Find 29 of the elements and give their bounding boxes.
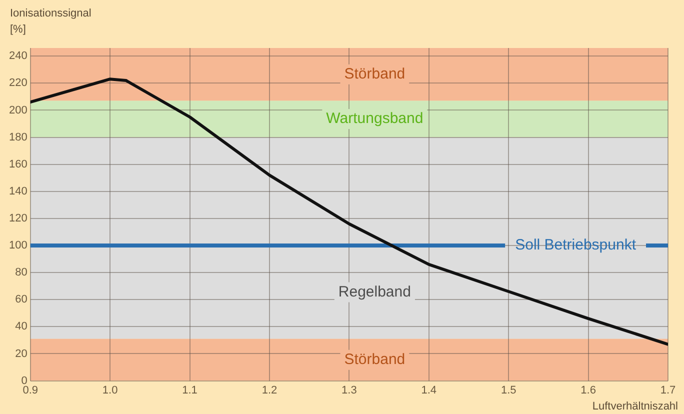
y-axis-title: Ionisationssignal [%] — [10, 8, 92, 36]
y-tick-label: 120 — [8, 212, 28, 224]
y-tick-label: 20 — [15, 348, 28, 360]
y-tick-label: 240 — [8, 50, 28, 62]
y-tick-label: 220 — [8, 77, 28, 90]
y-tick-label: 200 — [8, 104, 28, 116]
band-label: Wartungsband — [326, 110, 424, 128]
x-tick-label: 1.4 — [421, 384, 437, 396]
band-label: Störband — [344, 66, 406, 83]
y-tick-label: 40 — [15, 320, 28, 333]
x-tick-label: 1.3 — [342, 384, 357, 396]
band-label: Regelband — [338, 283, 411, 300]
y-tick-label: 80 — [15, 266, 28, 279]
x-tick-label: 1.6 — [580, 384, 596, 396]
y-tick-label: 100 — [8, 240, 28, 252]
y-tick-label: 160 — [8, 158, 28, 170]
y-tick-label: 0 — [21, 374, 28, 387]
band-label: Störband — [344, 350, 406, 368]
y-tick-label: 140 — [8, 185, 28, 198]
x-tick-label: 1.5 — [500, 384, 516, 396]
x-tick-label: 0.9 — [22, 384, 38, 396]
y-tick-label: 60 — [15, 294, 28, 306]
x-tick-label: 1.1 — [182, 384, 198, 396]
x-tick-label: 1.7 — [660, 384, 676, 396]
x-tick-label: 1.0 — [102, 384, 118, 396]
x-tick-label: 1.2 — [262, 384, 278, 396]
x-axis-title: Luftverhältniszahl — [592, 400, 678, 413]
y-tick-label: 180 — [8, 131, 28, 144]
ref-line-label: Soll Betriebspunkt — [515, 236, 637, 254]
